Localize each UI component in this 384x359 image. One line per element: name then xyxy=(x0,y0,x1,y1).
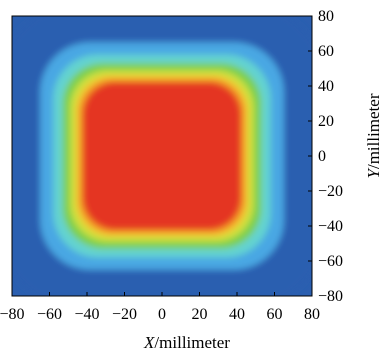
x-tick-label: 80 xyxy=(304,306,320,323)
y-tick-label: 60 xyxy=(318,43,334,60)
x-tick-label: −40 xyxy=(74,306,99,323)
y-tick-label: −20 xyxy=(318,183,343,200)
plot-area xyxy=(12,16,312,296)
x-tick-label: −80 xyxy=(0,306,25,323)
y-tick-label: 80 xyxy=(318,8,334,25)
x-tick-label: 0 xyxy=(158,306,166,323)
y-tick-label: −40 xyxy=(318,218,343,235)
x-axis-label: X/millimeter xyxy=(143,333,230,352)
x-tick-label: 20 xyxy=(192,306,208,323)
x-axis-label-var: X xyxy=(143,333,155,352)
y-tick-label: 20 xyxy=(318,113,334,130)
y-tick-label: −60 xyxy=(318,253,343,270)
heatmap-contours xyxy=(12,16,312,296)
y-tick-label: −80 xyxy=(318,288,343,305)
y-axis-label-unit: /millimeter xyxy=(364,93,383,169)
x-tick-label: −20 xyxy=(112,306,137,323)
y-axis-label: Y/millimeter xyxy=(364,93,383,178)
y-tick-label: 0 xyxy=(318,148,326,165)
y-tick-label: 40 xyxy=(318,78,334,95)
heatmap-contour-band xyxy=(83,82,241,230)
x-axis-label-unit: /millimeter xyxy=(154,333,230,352)
x-tick-label: 40 xyxy=(229,306,245,323)
x-tick-label: −60 xyxy=(37,306,62,323)
y-axis-ticks: −80 −60 −40 −20 0 20 40 60 80 xyxy=(308,8,343,305)
y-axis-label-var: Y xyxy=(364,168,383,179)
x-axis-ticks: −80 −60 −40 −20 0 20 40 60 80 xyxy=(0,292,320,323)
x-tick-label: 60 xyxy=(267,306,283,323)
